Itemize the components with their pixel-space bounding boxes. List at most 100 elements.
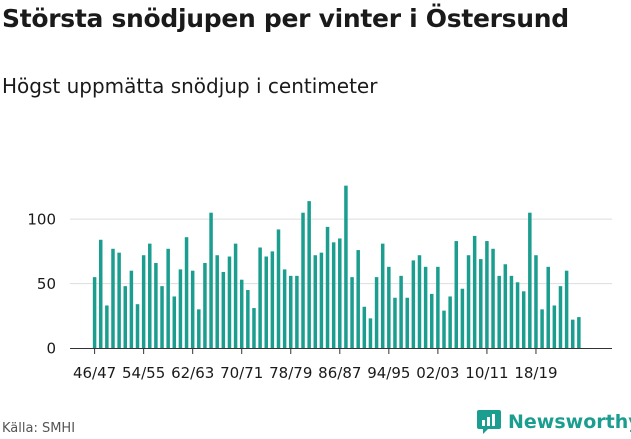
x-tick-label: 10/11 (465, 364, 508, 382)
bar (540, 309, 544, 348)
bar (380, 243, 385, 348)
bar (485, 241, 489, 348)
bar (374, 277, 379, 348)
bar (552, 305, 557, 348)
bar (264, 256, 268, 348)
bar (141, 255, 146, 348)
bar (203, 262, 207, 348)
bar (515, 282, 520, 348)
x-tick-label: 54/55 (122, 364, 165, 382)
bar (448, 296, 452, 348)
y-tick-label: 50 (37, 275, 56, 293)
bar (270, 251, 275, 348)
bar (258, 247, 262, 348)
newsworthy-logo-icon (477, 410, 501, 434)
y-tick-label: 0 (46, 340, 56, 358)
bar (92, 277, 97, 348)
bar (184, 237, 189, 348)
bar (325, 226, 330, 348)
bar (289, 275, 293, 348)
bar (105, 305, 109, 348)
bar (221, 271, 226, 348)
bar (534, 255, 538, 348)
bar (252, 308, 256, 348)
bar (282, 269, 287, 348)
bar (423, 266, 428, 348)
bar (135, 304, 140, 348)
bar (442, 310, 446, 348)
bar (558, 286, 563, 348)
bar (319, 252, 324, 348)
x-tick-label: 78/79 (269, 364, 312, 382)
bar (570, 319, 575, 348)
x-tick-label: 62/63 (171, 364, 214, 382)
bar (160, 286, 164, 348)
bar (313, 255, 318, 348)
bar (436, 266, 440, 348)
bar (491, 248, 495, 348)
bar (129, 270, 134, 348)
bar (295, 275, 299, 348)
bar (546, 266, 550, 348)
source-label: Källa: SMHI (2, 421, 76, 436)
bar (350, 277, 354, 348)
x-tick-label: 94/95 (367, 364, 410, 382)
bar (393, 297, 397, 348)
bar (233, 243, 238, 348)
bar (154, 262, 158, 348)
bar (497, 275, 501, 348)
bar (479, 259, 483, 348)
bars-layer (92, 185, 581, 348)
bar (148, 243, 152, 348)
chart-subtitle: Högst uppmätta snödjup i centimeter (2, 74, 378, 98)
bar (227, 256, 232, 348)
bar (215, 255, 219, 348)
bar (172, 296, 177, 348)
chart-title: Största snödjupen per vinter i Östersund (2, 4, 569, 33)
bar (190, 270, 195, 348)
bar (399, 275, 403, 348)
bar (362, 306, 367, 348)
y-tick-label: 100 (27, 211, 56, 229)
x-tick-label: 02/03 (416, 364, 459, 382)
bar (460, 288, 465, 348)
bar (472, 235, 477, 348)
bar (503, 264, 508, 348)
bar (209, 212, 213, 348)
bar (111, 248, 115, 348)
bar (405, 297, 409, 348)
bar (344, 185, 348, 348)
bar (117, 252, 121, 348)
x-tick-label: 86/87 (318, 364, 361, 382)
bar (509, 275, 514, 348)
bar (577, 317, 581, 348)
bar (430, 293, 434, 348)
bar (246, 290, 250, 348)
bar (528, 212, 532, 348)
bar (307, 201, 311, 348)
axis-layer: 0 50 100 46/47 54/55 62/63 70/71 78/79 86/87 94/9… (27, 211, 612, 382)
bar (123, 286, 127, 348)
x-tick-label: 70/71 (220, 364, 263, 382)
bar (466, 255, 471, 348)
x-tick-label: 46/47 (73, 364, 116, 382)
bar (239, 279, 244, 348)
bar (411, 260, 416, 348)
brand-name: Newsworthy (508, 411, 631, 433)
bar (521, 291, 526, 348)
bar (197, 309, 201, 348)
x-tick-label: 18/19 (514, 364, 557, 382)
bar (338, 238, 342, 348)
bar (98, 239, 103, 348)
bar (166, 248, 170, 348)
bar (178, 269, 183, 348)
bar (276, 229, 281, 348)
newsworthy-logo: Newsworthy (476, 407, 631, 437)
bar (356, 250, 360, 348)
bar (301, 212, 305, 348)
bar (417, 255, 422, 348)
bar (387, 266, 391, 348)
bar (564, 270, 569, 348)
bar (368, 318, 373, 348)
